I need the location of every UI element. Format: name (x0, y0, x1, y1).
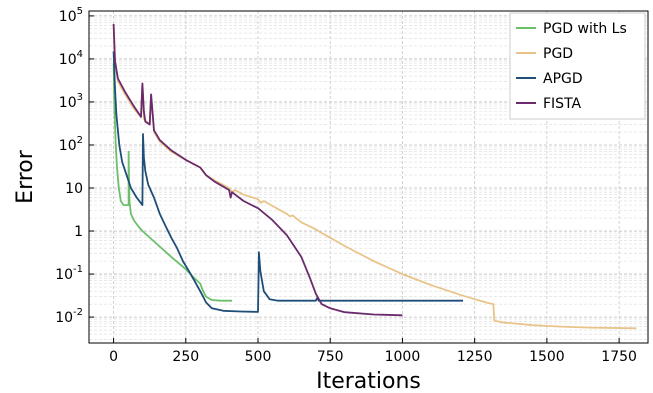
legend-label: PGD with Ls (543, 21, 627, 37)
legend-box (509, 12, 646, 120)
series-line-apgd (112, 51, 464, 313)
x-tick-label: 250 (172, 349, 199, 365)
series-line-pgd-with-ls (112, 63, 232, 302)
y-tick-label: 10-2 (55, 307, 83, 326)
axis-ticks: 0 250 500 750 1000 1250 1500 1750 10-2 10-1 1 10 102… (55, 6, 637, 365)
y-tick-label: 104 (59, 49, 83, 68)
plot-frame (88, 10, 649, 344)
legend: PGD with Ls PGD APGD FISTA (509, 12, 646, 120)
legend-label: APGD (543, 71, 583, 87)
series-lines (112, 23, 637, 330)
x-tick-label: 1500 (529, 349, 565, 365)
series-line-fista (112, 23, 403, 317)
y-tick-label: 105 (59, 6, 83, 25)
x-tick-label: 1250 (457, 349, 493, 365)
y-tick-label: 10-1 (55, 264, 83, 283)
x-tick-label: 750 (317, 349, 344, 365)
x-tick-label: 1000 (385, 349, 421, 365)
x-tick-label: 1750 (601, 349, 637, 365)
y-tick-label: 102 (59, 135, 83, 154)
x-axis-label: Iterations (316, 369, 421, 393)
y-axis-label: Error (13, 149, 38, 204)
x-tick-label: 500 (245, 349, 272, 365)
y-tick-label: 103 (59, 92, 83, 111)
y-tick-label: 1 (74, 224, 83, 240)
y-tick-label: 10 (65, 181, 83, 197)
legend-label: PGD (543, 46, 573, 62)
x-tick-label: 0 (109, 349, 118, 365)
legend-label: FISTA (543, 96, 582, 112)
